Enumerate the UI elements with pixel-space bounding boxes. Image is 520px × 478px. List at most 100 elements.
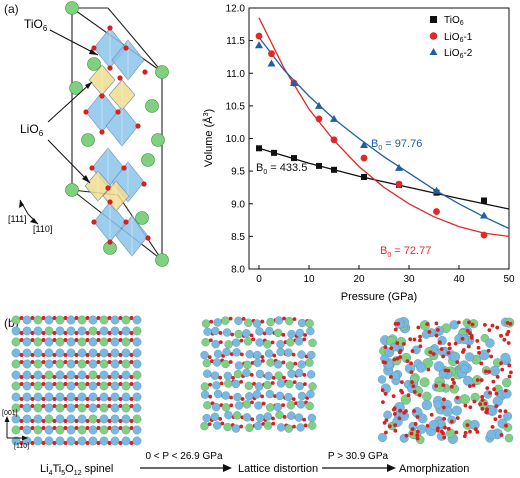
lattice-atom — [263, 380, 272, 390]
lattice-oxygen — [291, 397, 296, 401]
lattice-atom — [33, 337, 43, 347]
lattice-oxygen — [118, 419, 123, 423]
lattice-atom — [213, 389, 223, 399]
lattice-oxygen — [74, 404, 79, 408]
lattice-oxygen — [63, 338, 68, 342]
lattice-oxygen — [239, 379, 244, 384]
x-ticks: 0 10 20 30 40 50 — [256, 265, 515, 285]
lattice-oxygen — [74, 338, 79, 342]
amorphous-oxygen — [478, 402, 483, 407]
lattice-atom — [307, 413, 317, 423]
panel-b-figure: [001] [110] Li4Ti5O12 spinel 0 < P < 26.… — [2, 315, 515, 477]
amorphous-oxygen — [434, 384, 439, 388]
lattice-atom — [276, 339, 285, 349]
lattice-atom — [255, 327, 264, 336]
lattice-oxygen — [129, 397, 134, 401]
lattice-oxygen — [302, 417, 307, 422]
amorphous-atom — [422, 391, 432, 402]
y-ticks: 8.0 8.5 9.0 9.5 10.0 10.5 11.0 11.5 12.0 — [226, 4, 253, 276]
y-tick-label: 11.5 — [226, 36, 245, 47]
amorphous-oxygen — [508, 321, 513, 326]
amorphous-oxygen — [410, 380, 414, 385]
lattice-atom — [221, 316, 230, 325]
lattice-atom — [88, 370, 98, 380]
lattice-atom — [66, 348, 76, 358]
amorphous-oxygen — [468, 405, 473, 410]
tio6-pointer — [49, 29, 99, 56]
lattice-oxygen — [41, 426, 46, 430]
data-point-tio6 — [271, 149, 277, 156]
lattice-oxygen — [85, 338, 90, 342]
lattice-atom — [110, 436, 120, 446]
lattice-oxygen — [208, 394, 213, 399]
lattice-oxygen — [85, 360, 90, 364]
lattice-atom — [44, 403, 54, 413]
lattice-oxygen — [85, 419, 90, 423]
amorphous-oxygen — [411, 384, 416, 389]
data-point-lio6-1 — [480, 231, 488, 239]
lattice-atom — [264, 349, 274, 358]
amorphous-atom — [433, 361, 445, 372]
amorphous-oxygen — [395, 341, 400, 346]
lattice-oxygen — [41, 353, 46, 357]
lattice-atom — [110, 326, 120, 336]
amorphous-oxygen — [441, 405, 446, 410]
amorphous-oxygen — [499, 361, 503, 366]
lattice-atom — [33, 348, 43, 358]
lattice-atom — [77, 315, 87, 325]
lattice-atom — [11, 315, 21, 325]
lattice-oxygen — [85, 353, 90, 357]
lattice-atom — [22, 348, 32, 358]
lattice-atom — [77, 414, 87, 424]
amorphous-oxygen — [398, 355, 403, 359]
lattice-oxygen — [19, 404, 24, 408]
lattice-atom — [11, 348, 21, 358]
lattice-atom — [44, 381, 54, 391]
amorphous-oxygen — [412, 337, 417, 342]
lattice-oxygen — [19, 338, 24, 342]
lattice-atom — [66, 392, 76, 402]
lattice-atom — [88, 425, 98, 435]
lattice-atom — [132, 315, 142, 325]
amorphous-oxygen — [454, 430, 459, 435]
amorphous-oxygen — [406, 393, 411, 398]
li-atom — [87, 57, 101, 71]
lattice-atom — [295, 328, 305, 338]
lattice-atom — [276, 379, 286, 388]
lattice-atom — [33, 392, 43, 402]
lattice-oxygen — [231, 375, 235, 380]
lattice-atom — [233, 392, 242, 402]
lattice-atom — [121, 436, 131, 446]
lattice-oxygen — [230, 332, 235, 337]
legend-label-lio6-1: LiO6-1 — [444, 32, 473, 44]
lattice-atom — [66, 315, 76, 325]
data-point-tio6 — [256, 145, 262, 152]
lattice-atom — [44, 337, 54, 347]
tio6-octahedron — [115, 215, 149, 257]
lattice-atom — [55, 359, 65, 369]
amorphous-oxygen — [498, 408, 503, 413]
lattice-oxygen — [96, 338, 101, 342]
lattice-atom — [254, 382, 264, 391]
lattice-atom — [110, 425, 120, 435]
lattice-atom — [33, 414, 43, 424]
lattice-atom — [44, 370, 54, 380]
amorphous-oxygen — [442, 397, 446, 402]
lattice-atom — [273, 402, 283, 412]
lattice-oxygen — [281, 375, 286, 380]
y-tick-label: 11.0 — [226, 69, 245, 80]
lattice-atom — [284, 424, 294, 433]
amorphous-atom — [383, 410, 392, 420]
lattice-atom — [295, 368, 304, 378]
lattice-atom — [211, 326, 220, 336]
amorphous-atom — [489, 365, 500, 377]
lattice-atom — [234, 401, 244, 410]
b0-annotation-lio6-1: B0 = 72.77 — [380, 245, 431, 259]
lattice-atom — [44, 425, 54, 435]
lattice-atom — [287, 329, 296, 339]
lattice-atom — [121, 348, 131, 358]
data-point-lio6-1 — [315, 115, 323, 123]
lattice-atom — [297, 350, 306, 359]
lattice-atom — [55, 425, 65, 435]
lattice-atom — [201, 319, 211, 328]
